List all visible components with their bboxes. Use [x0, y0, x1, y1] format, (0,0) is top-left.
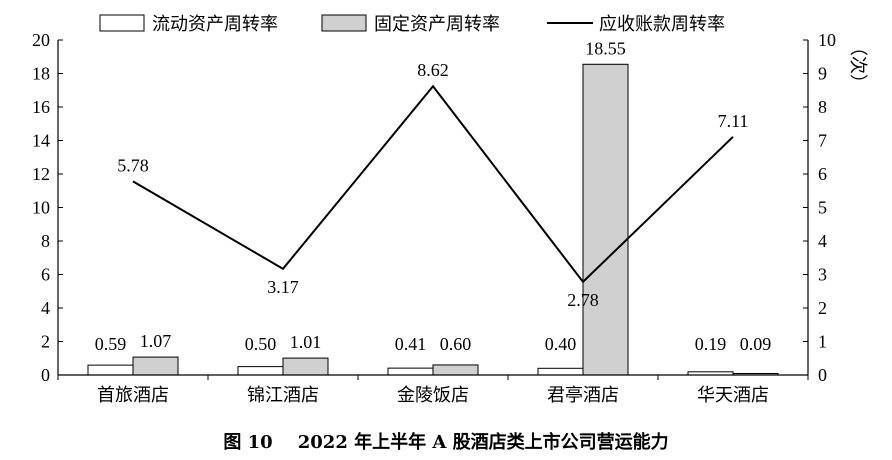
right-tick-label: 4 — [818, 231, 827, 251]
legend-label: 应收账款周转率 — [599, 14, 725, 35]
right-tick-label: 3 — [818, 265, 827, 285]
left-y-axis: 0 2 4 6 8 10 12 14 16 18 20 — [32, 30, 63, 385]
right-tick-label: 1 — [818, 332, 827, 352]
left-tick-label: 2 — [41, 332, 50, 352]
line-data-label: 5.78 — [117, 155, 149, 175]
bar-data-label: 0.41 — [395, 334, 427, 354]
line-receivables-turnover — [132, 84, 734, 284]
right-tick-label: 7 — [818, 131, 827, 151]
bars — [87, 63, 779, 376]
legend-swatch — [99, 14, 145, 32]
bar-fixed-asset-turnover — [432, 364, 479, 376]
right-tick-label: 2 — [818, 298, 827, 318]
bar-current-asset-turnover — [537, 367, 584, 376]
bar-data-label: 1.01 — [290, 332, 322, 352]
right-tick-label: 8 — [818, 97, 827, 117]
bar-data-label: 18.55 — [585, 38, 626, 58]
category-label: 锦江酒店 — [247, 385, 319, 406]
x-axis: 首旅酒店 锦江酒店 金陵饭店 君亭酒店 华天酒店 — [57, 374, 809, 406]
left-tick-label: 8 — [41, 231, 50, 251]
left-tick-label: 6 — [41, 265, 50, 285]
legend-label: 流动资产周转率 — [152, 14, 278, 35]
left-tick-label: 16 — [32, 97, 50, 117]
left-tick-label: 18 — [32, 64, 50, 84]
category-label: 金陵饭店 — [397, 385, 469, 406]
right-tick-label: 10 — [818, 30, 836, 50]
bar-current-asset-turnover — [237, 366, 284, 376]
bar-fixed-asset-turnover — [582, 63, 629, 376]
category-label: 首旅酒店 — [97, 385, 169, 406]
bar-data-label: 1.07 — [140, 331, 172, 351]
left-tick-label: 14 — [32, 131, 50, 151]
line-data-label: 3.17 — [267, 277, 299, 297]
bar-fixed-asset-turnover — [282, 357, 329, 376]
right-y-axis: 0 1 2 3 4 5 6 7 8 9 10 — [803, 30, 836, 385]
bar-data-label: 0.50 — [245, 334, 277, 354]
bar-current-asset-turnover — [87, 364, 134, 376]
bar-data-label: 0.40 — [545, 334, 577, 354]
right-tick-label: 6 — [818, 164, 827, 184]
data-labels: 0.59 0.50 0.41 0.40 0.19 1.07 1.01 0.60 18.55 0.0… — [95, 38, 772, 354]
bar-current-asset-turnover — [387, 367, 434, 376]
legend-swatch — [321, 14, 367, 32]
legend: 流动资产周转率 固定资产周转率 应收账款周转率 — [99, 14, 725, 35]
legend-label: 固定资产周转率 — [374, 14, 500, 35]
bar-data-label: 0.60 — [440, 334, 472, 354]
left-tick-label: 10 — [32, 198, 50, 218]
category-label: 华天酒店 — [697, 385, 769, 406]
right-tick-label: 9 — [818, 64, 827, 84]
line-data-label: 7.11 — [718, 111, 749, 131]
category-label: 君亭酒店 — [547, 385, 619, 406]
line-series — [132, 84, 734, 284]
bar-data-label: 0.59 — [95, 334, 127, 354]
right-tick-label: 5 — [818, 198, 827, 218]
bar-data-label: 0.09 — [740, 334, 772, 354]
line-data-label: 8.62 — [417, 60, 449, 80]
left-tick-label: 20 — [32, 30, 50, 50]
left-tick-label: 0 — [41, 365, 50, 385]
chart-title: 图 10 2022 年上半年 A 股酒店类上市公司营运能力 — [223, 431, 668, 453]
left-tick-label: 12 — [32, 164, 50, 184]
right-axis-unit: （次） — [847, 38, 868, 92]
left-tick-label: 4 — [41, 298, 50, 318]
line-data-label: 2.78 — [567, 290, 599, 310]
bar-data-label: 0.19 — [695, 334, 727, 354]
right-tick-label: 0 — [818, 365, 827, 385]
bar-fixed-asset-turnover — [132, 356, 179, 376]
